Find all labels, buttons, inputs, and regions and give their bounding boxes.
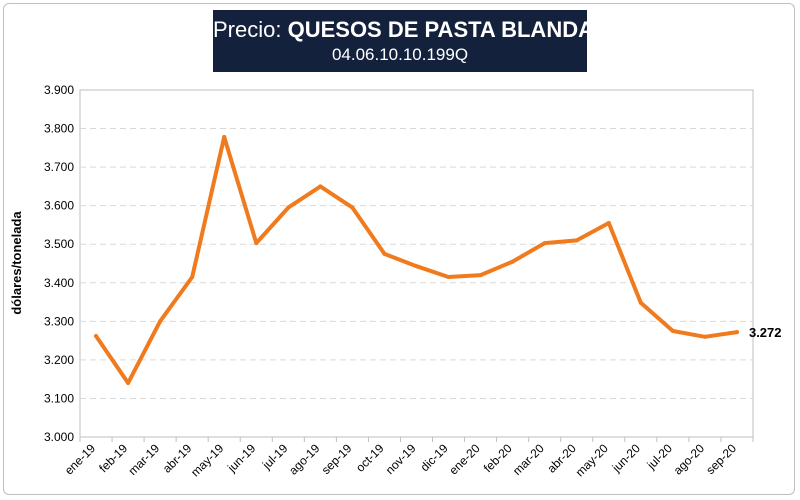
y-tick-label: 3.500	[44, 237, 74, 251]
y-tick-label: 3.800	[44, 122, 74, 136]
data-point	[350, 205, 355, 210]
x-tick-label: jun-19	[224, 441, 258, 475]
data-point	[542, 241, 547, 246]
data-point	[286, 205, 291, 210]
data-point	[510, 259, 515, 264]
chart-frame	[3, 3, 795, 495]
y-tick-label: 3.200	[44, 353, 74, 367]
y-tick-label: 3.600	[44, 199, 74, 213]
data-point	[158, 319, 163, 324]
x-tick-label: mar-20	[510, 441, 547, 478]
chart-title: Precio: QUESOS DE PASTA BLANDA	[213, 16, 594, 44]
x-tick-label: may-19	[188, 441, 226, 479]
chart-title-box: Precio: QUESOS DE PASTA BLANDA 04.06.10.…	[213, 10, 594, 72]
x-tick-label: sep-19	[319, 441, 355, 477]
y-tick-label: 3.900	[44, 83, 74, 97]
data-point	[478, 273, 483, 278]
end-value-label: 3.272	[749, 325, 782, 340]
x-tick-label: may-20	[573, 441, 611, 479]
y-axis-label: dólares/tonelada	[9, 211, 24, 315]
data-point	[414, 264, 419, 269]
chart-subtitle: 04.06.10.10.199Q	[331, 45, 469, 64]
x-tick-label: dic-19	[418, 441, 451, 474]
data-point	[254, 241, 259, 246]
data-point	[734, 330, 739, 335]
x-tick-label: sep-20	[703, 441, 739, 477]
data-point	[222, 135, 227, 140]
data-point	[94, 333, 99, 338]
data-point	[318, 184, 323, 189]
x-tick-label: jun-20	[609, 441, 643, 475]
data-point	[670, 328, 675, 333]
data-point	[190, 274, 195, 279]
data-point	[126, 381, 131, 386]
y-tick-label: 3.300	[44, 314, 74, 328]
chart-title-prefix: Precio:	[213, 17, 288, 42]
data-point	[446, 274, 451, 279]
chart-title-main: QUESOS DE PASTA BLANDA	[287, 17, 594, 42]
x-tick-label: ene-20	[446, 441, 483, 478]
x-tick-label: ago-20	[671, 441, 708, 478]
x-tick-label: nov-19	[383, 441, 419, 477]
y-tick-label: 3.400	[44, 276, 74, 290]
y-tick-label: 3.700	[44, 160, 74, 174]
data-point	[382, 251, 387, 256]
y-tick-label: 3.100	[44, 391, 74, 405]
x-tick-label: feb-20	[481, 441, 515, 475]
x-tick-label: ago-19	[286, 441, 323, 478]
data-point	[606, 221, 611, 226]
data-point	[574, 238, 579, 243]
x-tick-label: mar-19	[125, 441, 162, 478]
plot-area	[79, 89, 754, 438]
data-point	[638, 300, 643, 305]
x-tick-label: oct-19	[353, 441, 387, 475]
y-tick-label: 3.000	[44, 430, 74, 444]
x-tick-label: ene-19	[62, 441, 99, 478]
x-tick-label: feb-19	[96, 441, 130, 475]
data-point	[702, 334, 707, 339]
